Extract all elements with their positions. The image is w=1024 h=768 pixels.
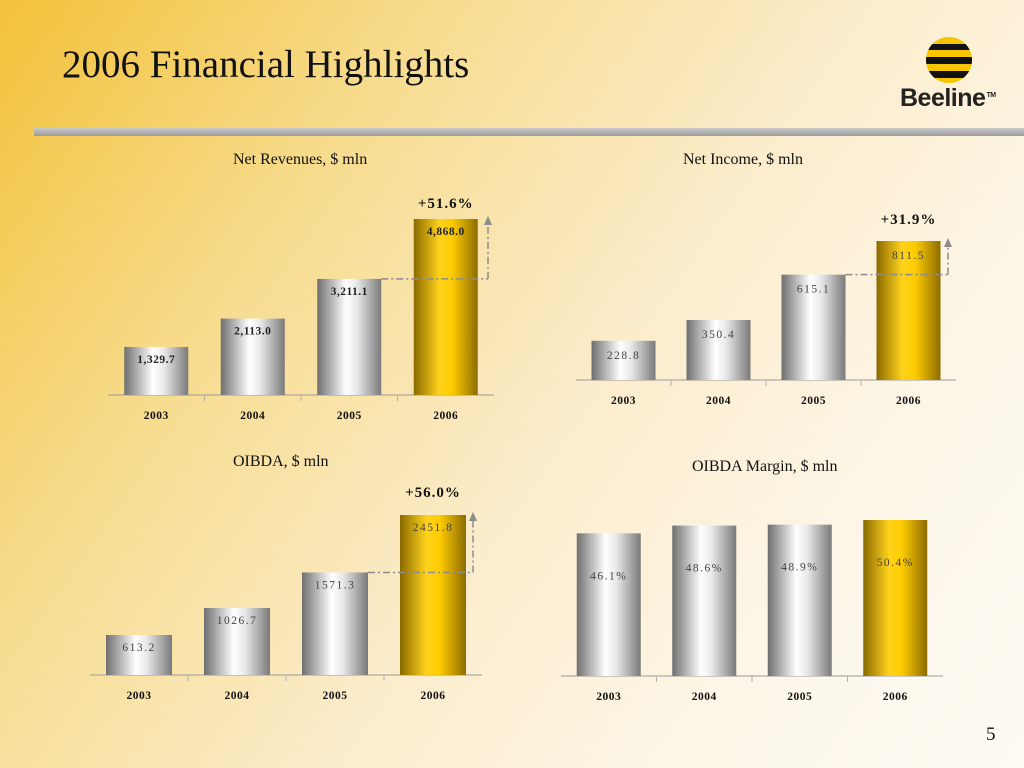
value-label-2006: 811.5 — [892, 250, 925, 262]
growth-arrow-icon — [368, 512, 477, 574]
value-label-2006: 50.4% — [877, 557, 914, 569]
tick-label-2003: 2003 — [144, 410, 169, 422]
value-label-2003: 46.1% — [590, 570, 627, 582]
tick-label-2004: 2004 — [225, 690, 250, 702]
tick-label-2006: 2006 — [421, 690, 446, 702]
bar-2003 — [124, 346, 189, 395]
growth-label: +56.0% — [405, 485, 461, 501]
tick-label-2003: 2003 — [611, 395, 636, 407]
chart-title-oibda: OIBDA, $ mln — [233, 453, 329, 470]
bar-2005 — [317, 278, 382, 395]
tick-label-2006: 2006 — [433, 410, 458, 422]
tick-label-2004: 2004 — [706, 395, 731, 407]
tick-label-2006: 2006 — [883, 691, 908, 703]
value-label-2004: 48.6% — [686, 563, 723, 575]
bar-2006 — [863, 520, 928, 676]
page-number: 5 — [986, 724, 996, 745]
bar-2006 — [876, 241, 941, 380]
value-label-2006: 4,868.0 — [427, 226, 465, 238]
value-label-2004: 1026.7 — [217, 615, 258, 627]
bar-2005 — [302, 572, 368, 675]
bar-2006 — [413, 219, 478, 395]
value-label-2006: 2451.8 — [413, 522, 454, 534]
growth-arrow-icon — [845, 238, 952, 276]
value-label-2005: 48.9% — [781, 562, 818, 574]
bar-2003 — [576, 533, 641, 676]
value-label-2003: 1,329.7 — [137, 354, 175, 366]
value-label-2003: 228.8 — [607, 350, 640, 362]
tick-label-2005: 2005 — [337, 410, 362, 422]
bar-2003 — [591, 340, 656, 380]
bar-2004 — [220, 318, 285, 395]
chart-title-net-income: Net Income, $ mln — [683, 151, 803, 168]
growth-arrow-icon — [381, 216, 492, 280]
logo-text: BeelineTM — [900, 84, 996, 112]
beeline-logo-icon — [926, 37, 972, 83]
bar-2004 — [672, 525, 737, 676]
bar-2003 — [106, 634, 172, 675]
value-label-2005: 1571.3 — [315, 579, 356, 591]
value-label-2005: 3,211.1 — [331, 286, 368, 298]
tick-label-2004: 2004 — [240, 410, 265, 422]
bar-2004 — [204, 607, 270, 675]
growth-label: +31.9% — [881, 212, 937, 228]
growth-label: +51.6% — [418, 196, 474, 212]
tick-label-2005: 2005 — [801, 395, 826, 407]
value-label-2005: 615.1 — [797, 284, 830, 296]
tick-label-2003: 2003 — [596, 691, 621, 703]
bar-2005 — [781, 274, 846, 380]
slide-title: 2006 Financial Highlights — [62, 43, 470, 86]
tick-label-2005: 2005 — [323, 690, 348, 702]
value-label-2004: 350.4 — [702, 329, 735, 341]
title-divider — [34, 128, 1024, 136]
value-label-2003: 613.2 — [122, 642, 155, 654]
chart-title-net-revenues: Net Revenues, $ mln — [233, 151, 368, 168]
tick-label-2003: 2003 — [127, 690, 152, 702]
chart-title-oibda-margin: OIBDA Margin, $ mln — [692, 458, 838, 475]
value-label-2004: 2,113.0 — [234, 326, 271, 338]
tick-label-2006: 2006 — [896, 395, 921, 407]
tick-label-2004: 2004 — [692, 691, 717, 703]
bar-2004 — [686, 319, 751, 380]
bar-2005 — [767, 524, 832, 676]
tick-label-2005: 2005 — [787, 691, 812, 703]
trademark-mark: TM — [986, 92, 996, 99]
bar-2006 — [400, 515, 466, 675]
